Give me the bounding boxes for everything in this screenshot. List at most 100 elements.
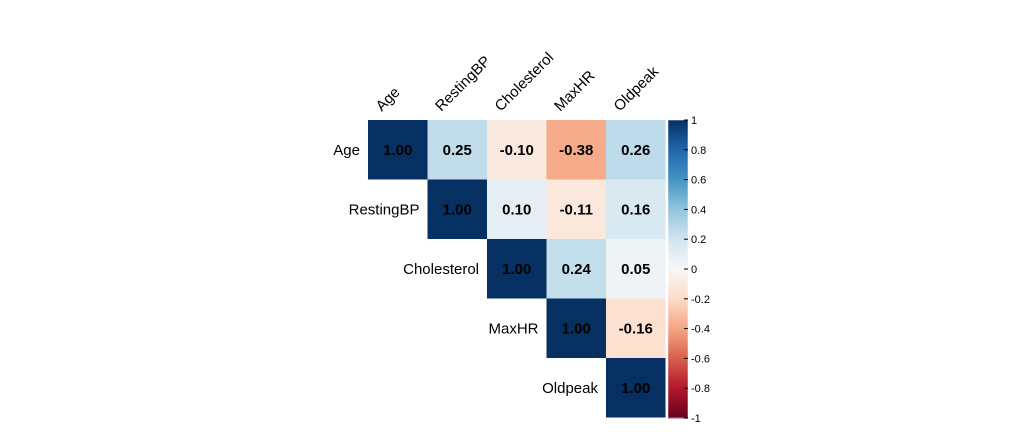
heatmap-cell-Cholesterol-Oldpeak [606,239,666,299]
colorbar-segment [668,134,688,139]
column-label-Age: Age [373,84,404,115]
colorbar-segment [668,373,688,377]
heatmap-cell-MaxHR-MaxHR [546,298,606,358]
colorbar-segment [668,167,688,172]
heatmap-cell-MaxHR-Oldpeak [606,298,666,358]
colorbar-segment [668,197,688,202]
colorbar-segment [668,274,688,279]
colorbar-segment [668,212,688,216]
cell-value-MaxHR-Oldpeak: -0.16 [619,320,653,337]
colorbar-segment [668,233,688,237]
colorbar-segment [668,152,688,157]
colorbar-segment [668,403,688,407]
colorbar-segment [668,370,688,374]
colorbar-tick-label: -0.6 [691,353,710,365]
column-label-Oldpeak: Oldpeak [611,63,663,115]
colorbar-segment [668,176,688,181]
colorbar-segment [668,120,688,124]
colorbar-segment [668,310,688,315]
colorbar-segment [668,283,688,288]
colorbar-segment [668,122,688,127]
cell-value-RestingBP-MaxHR: -0.11 [560,201,593,218]
colorbar-segment [668,322,688,327]
heatmap-cells [368,120,666,418]
colorbar-segment [668,155,688,160]
heatmap-cell-Cholesterol-MaxHR [546,239,606,299]
colorbar-segment [668,343,688,348]
colorbar-segment [668,352,688,357]
colorbar-segment [668,266,688,270]
heatmap-cell-Age-Cholesterol [487,120,547,180]
colorbar-segment [668,173,688,178]
colorbar-segment [668,334,688,339]
colorbar-segment [668,364,688,368]
colorbar-segment [668,385,688,389]
heatmap-cell-labels: 1.00 0.25 -0.10 -0.38 0.26 1.00 0.10 -0.11 0.16 1… [383,142,653,397]
colorbar-segment [668,316,688,321]
heatmap-cell-Age-MaxHR [546,120,606,180]
heatmap-cell-RestingBP-RestingBP [427,179,487,239]
column-label-MaxHR: MaxHR [551,67,598,114]
colorbar-tick-label: 0.8 [691,145,706,157]
colorbar-segment [668,307,688,312]
colorbar-segment [668,331,688,336]
colorbar-segment [668,164,688,169]
colorbar-segment [668,286,688,291]
colorbar-segment [668,298,688,303]
colorbar-segment [668,269,688,273]
colorbar-segment [668,292,688,297]
colorbar-segment [668,346,688,351]
colorbar-segment [668,221,688,225]
heatmap-cell-Cholesterol-Cholesterol [487,239,547,299]
cell-value-Oldpeak-Oldpeak: 1.00 [621,380,650,397]
colorbar-tick-label: 0.2 [691,234,706,246]
colorbar-segment [668,158,688,163]
row-label-Cholesterol: Cholesterol [403,261,479,278]
cell-value-MaxHR-MaxHR: 1.00 [562,320,591,337]
cell-value-RestingBP-RestingBP: 1.00 [443,201,472,218]
colorbar-segment [668,137,688,142]
row-label-Age: Age [333,142,360,159]
cell-value-Age-RestingBP: 0.25 [443,142,472,159]
colorbar-segment [668,277,688,282]
colorbar-segment [668,260,688,264]
colorbar-segment [668,382,688,386]
colorbar-segment [668,394,688,398]
colorbar-segment [668,280,688,285]
colorbar-segment [668,358,688,362]
cell-value-Cholesterol-Oldpeak: 0.05 [621,261,650,278]
column-label-Cholesterol: Cholesterol [492,49,558,115]
colorbar-tick-label: 0.4 [691,204,706,216]
cell-value-RestingBP-Cholesterol: 0.10 [502,201,531,218]
colorbar-segment [668,146,688,151]
row-label-Oldpeak: Oldpeak [542,380,598,397]
cell-value-Age-MaxHR: -0.38 [559,142,593,159]
colorbar-segment [668,239,688,243]
colorbar-segment [668,209,688,213]
colorbar-segment [668,400,688,404]
colorbar-segment [668,412,688,416]
colorbar-segment [668,304,688,309]
colorbar-segment [668,340,688,345]
colorbar-segment [668,397,688,401]
colorbar-segment [668,242,688,246]
colorbar-segment [668,263,688,267]
colorbar-segment [668,388,688,392]
row-labels: Age RestingBP Cholesterol MaxHR Oldpeak [333,142,598,397]
colorbar-segment [668,379,688,383]
column-label-RestingBP: RestingBP [432,53,494,115]
colorbar-segment [668,161,688,166]
colorbar-segment [668,271,688,276]
colorbar-segment [668,355,688,359]
cell-value-Age-Oldpeak: 0.26 [621,142,650,159]
colorbar-tick-label: 1 [691,115,697,127]
colorbar-segment [668,125,688,130]
colorbar-segment [668,349,688,354]
colorbar-tick-label: -0.2 [691,294,710,306]
colorbar-segment [668,188,688,193]
heatmap-cell-RestingBP-MaxHR [546,179,606,239]
colorbar-segment [668,254,688,258]
colorbar-segment [668,128,688,133]
